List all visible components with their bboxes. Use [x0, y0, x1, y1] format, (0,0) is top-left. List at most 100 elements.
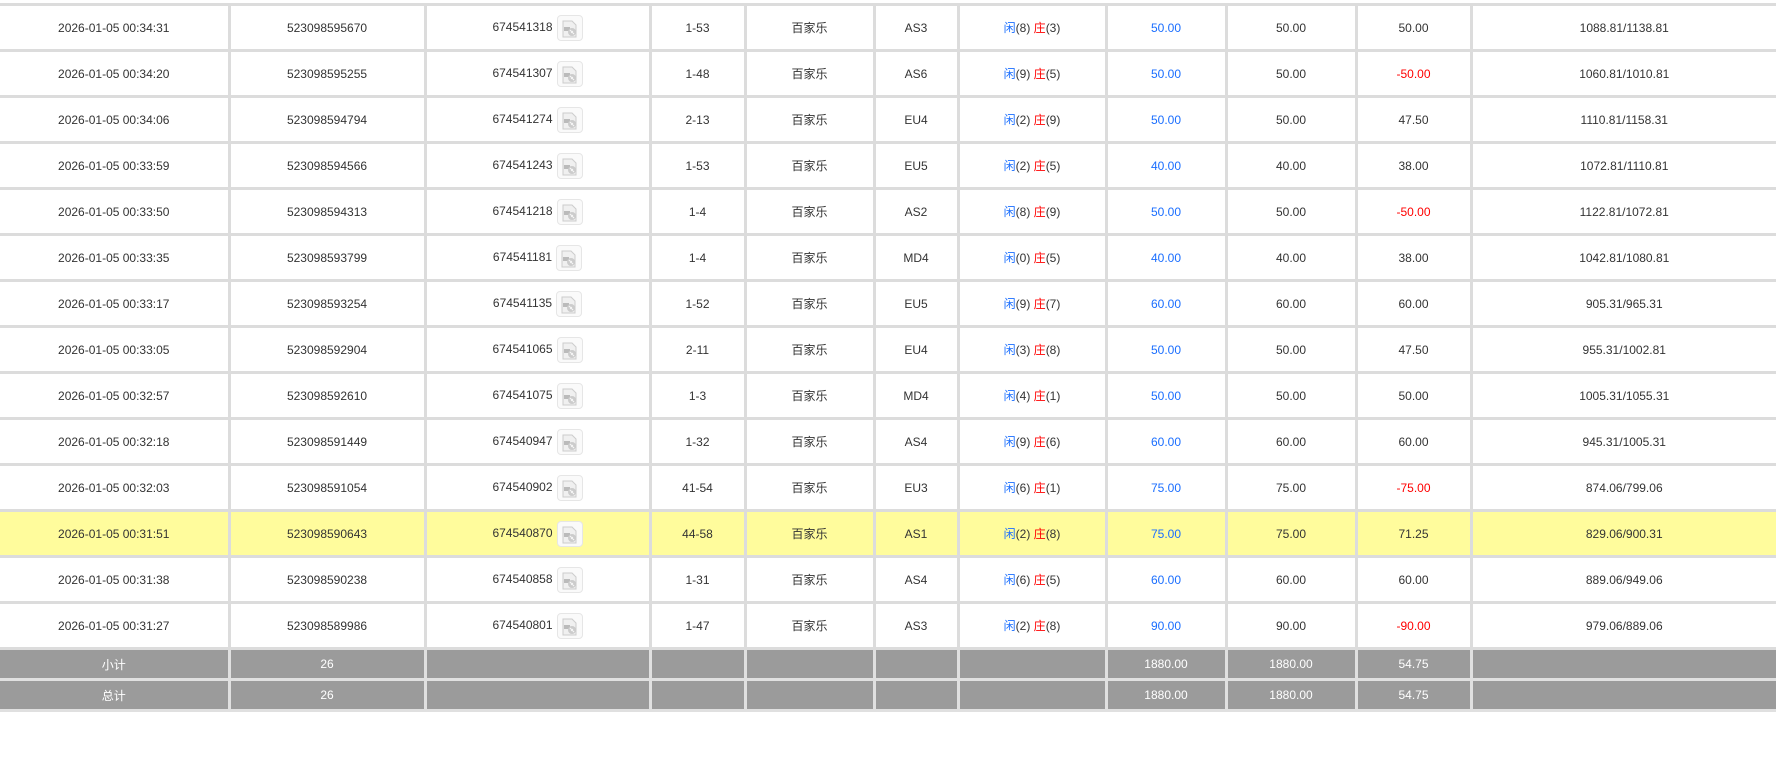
shoe-number: 1-48	[648, 49, 747, 98]
video-file-icon[interactable]	[556, 106, 583, 133]
result-cell: 闲(6) 庄(1)	[956, 463, 1108, 512]
player-label: 闲	[1003, 573, 1016, 587]
banker-label: 庄	[1033, 389, 1046, 403]
table-row: 2026-01-05 00:32:57 523098592610 674541075…	[0, 371, 1776, 420]
table-code: EU3	[872, 463, 960, 512]
round-id-cell: 674541243	[423, 141, 652, 190]
round-id-cell: 674541218	[423, 187, 652, 236]
round-id-cell: 674540858	[423, 555, 652, 604]
bet-time: 2026-01-05 00:34:06	[0, 95, 231, 144]
video-file-icon[interactable]	[556, 566, 583, 593]
shoe-number: 1-53	[648, 141, 747, 190]
bet-id: 523098593799	[227, 233, 427, 282]
game-type: 百家乐	[743, 141, 876, 190]
round-id-cell: 674540947	[423, 417, 652, 466]
bet-amount: 50.00	[1104, 49, 1228, 98]
game-type: 百家乐	[743, 555, 876, 604]
banker-score: (7)	[1045, 297, 1061, 311]
player-score: (2)	[1015, 619, 1031, 633]
video-file-icon[interactable]	[556, 382, 583, 409]
result-cell: 闲(2) 庄(8)	[956, 601, 1108, 650]
valid-bet: 50.00	[1224, 49, 1358, 98]
banker-score: (9)	[1045, 205, 1061, 219]
win-loss: -50.00	[1354, 187, 1473, 236]
win-loss: 60.00	[1354, 279, 1473, 328]
shoe-number: 1-32	[648, 417, 747, 466]
bet-time: 2026-01-05 00:33:59	[0, 141, 231, 190]
round-id: 674541075	[492, 387, 553, 402]
banker-score: (5)	[1045, 573, 1061, 587]
shoe-number: 2-13	[648, 95, 747, 144]
bet-id: 523098595255	[227, 49, 427, 98]
round-id-cell: 674541307	[423, 49, 652, 98]
player-score: (2)	[1015, 527, 1031, 541]
result-cell: 闲(4) 庄(1)	[956, 371, 1108, 420]
player-label: 闲	[1003, 297, 1016, 311]
player-label: 闲	[1003, 481, 1016, 495]
bet-time: 2026-01-05 00:33:05	[0, 325, 231, 374]
game-type: 百家乐	[743, 325, 876, 374]
footer-win: 54.75	[1354, 647, 1473, 681]
balance-change: 1005.31/1055.31	[1469, 371, 1776, 420]
bet-id: 523098595670	[227, 3, 427, 52]
win-loss: 50.00	[1354, 371, 1473, 420]
table-code: AS6	[872, 49, 960, 98]
bet-time: 2026-01-05 00:31:51	[0, 509, 231, 558]
banker-score: (5)	[1045, 251, 1061, 265]
round-id: 674540947	[492, 433, 553, 448]
win-loss: 47.50	[1354, 95, 1473, 144]
round-id-cell: 674541135	[423, 279, 652, 328]
video-file-icon[interactable]	[556, 474, 583, 501]
bet-amount: 50.00	[1104, 187, 1228, 236]
game-type: 百家乐	[743, 49, 876, 98]
video-file-icon[interactable]	[556, 612, 583, 639]
valid-bet: 60.00	[1224, 417, 1358, 466]
balance-change: 1072.81/1110.81	[1469, 141, 1776, 190]
shoe-number: 1-3	[648, 371, 747, 420]
banker-score: (8)	[1045, 527, 1061, 541]
bet-id: 523098594794	[227, 95, 427, 144]
bet-time: 2026-01-05 00:34:31	[0, 3, 231, 52]
player-score: (8)	[1015, 21, 1031, 35]
video-file-icon[interactable]	[556, 14, 583, 41]
shoe-number: 41-54	[648, 463, 747, 512]
balance-change: 1060.81/1010.81	[1469, 49, 1776, 98]
table-row: 2026-01-05 00:34:31 523098595670 674541318…	[0, 3, 1776, 52]
video-file-icon[interactable]	[556, 290, 583, 317]
balance-change: 1122.81/1072.81	[1469, 187, 1776, 236]
video-file-icon[interactable]	[556, 520, 583, 547]
video-file-icon[interactable]	[556, 428, 583, 455]
shoe-number: 1-47	[648, 601, 747, 650]
shoe-number: 2-11	[648, 325, 747, 374]
round-id: 674541218	[492, 203, 553, 218]
player-label: 闲	[1003, 343, 1016, 357]
table-code: EU4	[872, 325, 960, 374]
video-file-icon[interactable]	[556, 60, 583, 87]
win-loss: 38.00	[1354, 233, 1473, 282]
balance-change: 979.06/889.06	[1469, 601, 1776, 650]
bet-time: 2026-01-05 00:32:57	[0, 371, 231, 420]
player-score: (0)	[1015, 251, 1031, 265]
video-file-icon[interactable]	[556, 152, 583, 179]
bet-id: 523098592610	[227, 371, 427, 420]
player-label: 闲	[1003, 435, 1016, 449]
balance-change: 1110.81/1158.31	[1469, 95, 1776, 144]
banker-label: 庄	[1033, 619, 1046, 633]
valid-bet: 40.00	[1224, 141, 1358, 190]
bet-time: 2026-01-05 00:31:27	[0, 601, 231, 650]
video-file-icon[interactable]	[556, 244, 583, 271]
banker-score: (8)	[1045, 343, 1061, 357]
player-label: 闲	[1003, 619, 1016, 633]
result-cell: 闲(6) 庄(5)	[956, 555, 1108, 604]
video-file-icon[interactable]	[556, 198, 583, 225]
balance-change: 829.06/900.31	[1469, 509, 1776, 558]
game-type: 百家乐	[743, 187, 876, 236]
round-id: 674540902	[492, 479, 553, 494]
video-file-icon[interactable]	[556, 336, 583, 363]
balance-change: 1042.81/1080.81	[1469, 233, 1776, 282]
bet-amount: 50.00	[1104, 325, 1228, 374]
valid-bet: 60.00	[1224, 279, 1358, 328]
player-score: (6)	[1015, 573, 1031, 587]
table-code: EU4	[872, 95, 960, 144]
banker-score: (9)	[1045, 113, 1061, 127]
